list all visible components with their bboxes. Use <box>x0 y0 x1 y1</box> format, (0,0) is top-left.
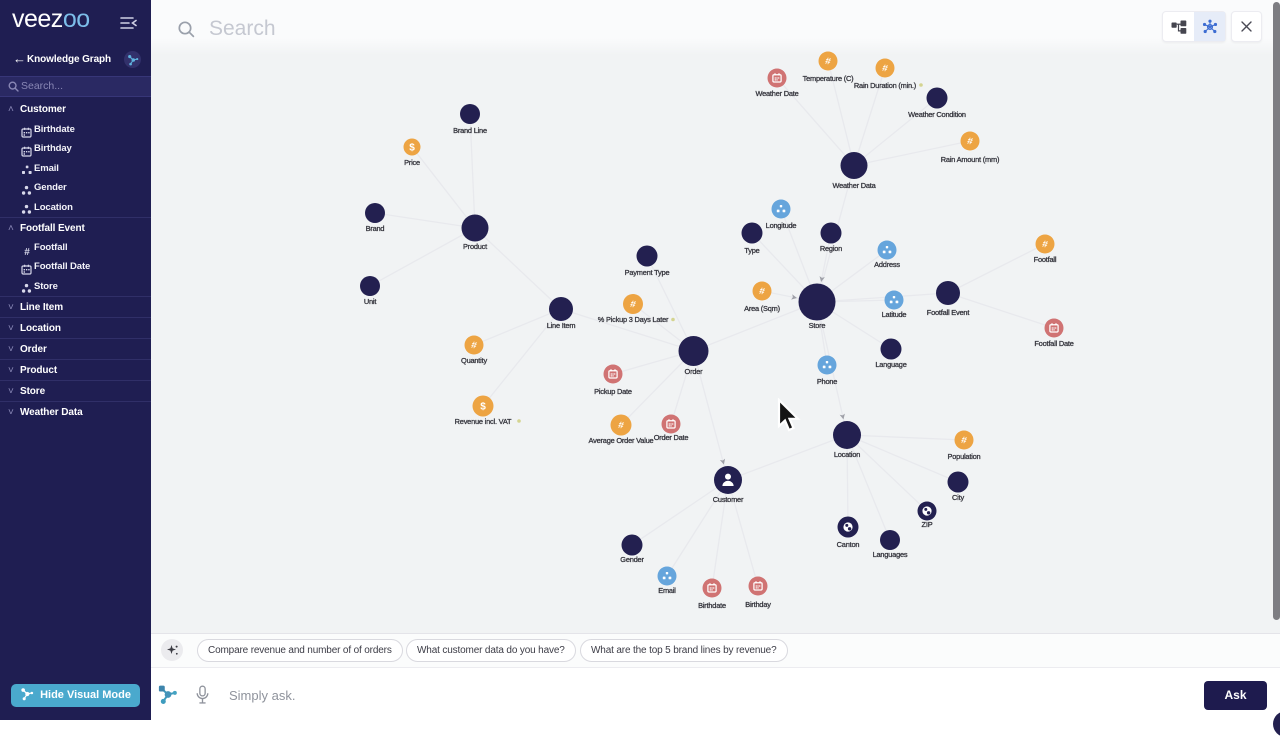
svg-text:#: # <box>758 286 766 298</box>
svg-text:#: # <box>617 420 625 432</box>
svg-text:City: City <box>952 493 964 502</box>
svg-text:Type: Type <box>744 246 759 255</box>
svg-text:Weather Condition: Weather Condition <box>908 110 966 119</box>
svg-text:Rain Duration (min.): Rain Duration (min.) <box>854 81 916 90</box>
svg-text:Footfall Date: Footfall Date <box>1034 339 1073 348</box>
svg-text:Line Item: Line Item <box>547 321 576 330</box>
svg-text:Latitude: Latitude <box>882 310 907 319</box>
svg-text:#: # <box>629 299 637 311</box>
svg-text:Birthdate: Birthdate <box>698 601 726 610</box>
svg-text:#: # <box>966 136 974 148</box>
svg-text:Order Date: Order Date <box>654 433 689 442</box>
svg-text:% Pickup 3 Days Later: % Pickup 3 Days Later <box>598 315 669 324</box>
svg-text:Store: Store <box>809 321 826 330</box>
svg-text:#: # <box>960 435 968 447</box>
svg-text:Canton: Canton <box>837 540 860 549</box>
svg-text:Customer: Customer <box>713 495 744 504</box>
svg-text:Languages: Languages <box>873 550 908 559</box>
svg-text:Phone: Phone <box>817 377 837 386</box>
svg-text:Gender: Gender <box>620 555 644 564</box>
svg-text:Area (Sqm): Area (Sqm) <box>744 304 780 313</box>
svg-text:#: # <box>1041 239 1049 251</box>
svg-text:Pickup Date: Pickup Date <box>594 387 632 396</box>
svg-text:Payment Type: Payment Type <box>625 268 670 277</box>
svg-text:Weather Date: Weather Date <box>755 89 798 98</box>
svg-text:$: $ <box>409 142 415 153</box>
svg-text:Language: Language <box>875 360 906 369</box>
svg-text:Birthday: Birthday <box>745 600 771 609</box>
svg-text:Order: Order <box>685 367 704 376</box>
svg-text:Price: Price <box>404 158 420 167</box>
svg-text:ZIP: ZIP <box>922 520 933 529</box>
svg-text:Population: Population <box>948 452 981 461</box>
svg-text:#: # <box>824 56 832 68</box>
svg-text:Region: Region <box>820 244 842 253</box>
svg-text:Longitude: Longitude <box>766 221 797 230</box>
svg-text:Email: Email <box>658 586 676 595</box>
svg-text:Brand Line: Brand Line <box>453 126 487 135</box>
svg-text:Product: Product <box>463 242 487 251</box>
svg-text:Rain Amount (mm): Rain Amount (mm) <box>941 155 999 164</box>
svg-text:#: # <box>470 340 478 352</box>
svg-text:Location: Location <box>834 450 860 459</box>
svg-text:Brand: Brand <box>366 224 385 233</box>
svg-text:Footfall Event: Footfall Event <box>927 308 970 317</box>
svg-text:Quantity: Quantity <box>461 356 487 365</box>
svg-text:Unit: Unit <box>364 297 376 306</box>
svg-text:Weather Data: Weather Data <box>832 181 876 190</box>
svg-text:Address: Address <box>874 260 900 269</box>
svg-text:Average Order Value: Average Order Value <box>589 436 654 445</box>
svg-text:Temperature (C): Temperature (C) <box>803 74 854 83</box>
svg-text:$: $ <box>480 401 486 412</box>
svg-text:Revenue incl. VAT: Revenue incl. VAT <box>455 417 512 426</box>
svg-text:Footfall: Footfall <box>1034 255 1057 264</box>
svg-text:#: # <box>881 63 889 75</box>
